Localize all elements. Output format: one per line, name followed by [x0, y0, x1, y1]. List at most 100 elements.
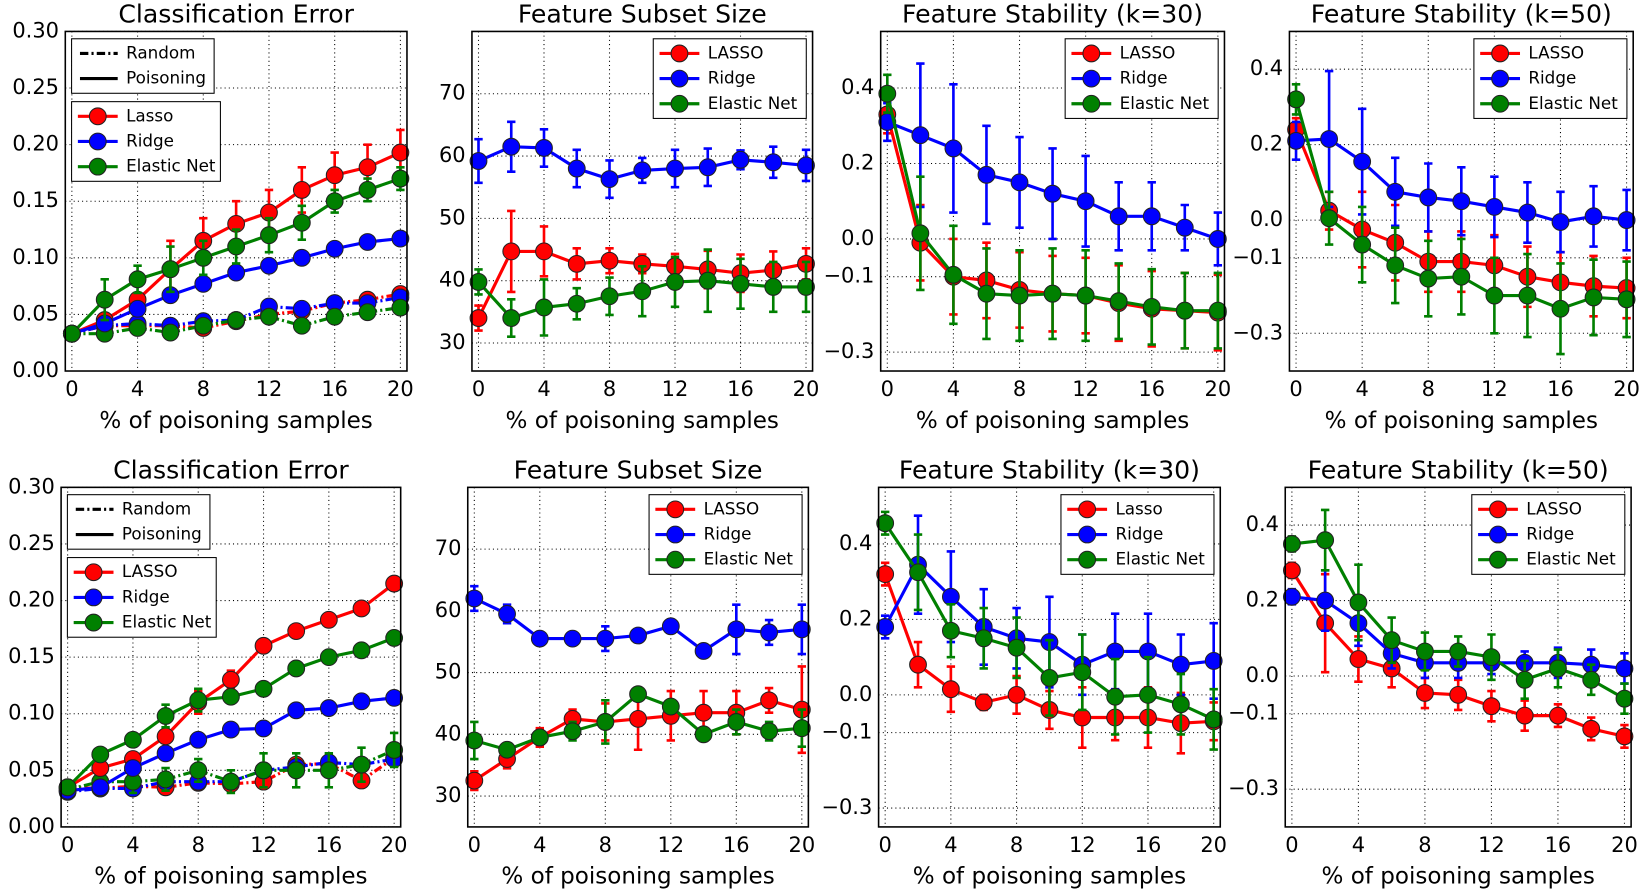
data-point [911, 126, 930, 145]
data-point [731, 274, 750, 293]
x-tick-label: 20 [788, 833, 815, 857]
x-tick-label: 20 [381, 833, 408, 857]
data-point [189, 730, 208, 749]
data-point [941, 680, 960, 699]
plot-frame [879, 30, 1226, 372]
y-tick-label: 0.4 [1246, 512, 1279, 536]
data-point [1139, 685, 1157, 704]
data-point [596, 629, 615, 648]
legend-label: Ridge [1120, 68, 1168, 88]
y-tick-label: 50 [439, 205, 466, 229]
x-tick-label: 4 [947, 377, 960, 401]
data-point [1617, 290, 1636, 309]
data-point [1106, 642, 1125, 661]
x-tick-label: 16 [1135, 833, 1162, 857]
data-point [1515, 670, 1534, 689]
data-point [227, 311, 246, 329]
data-point [661, 617, 680, 636]
x-axis-label: % of poisoning samples [1321, 864, 1594, 890]
data-point [974, 629, 993, 648]
legend-label: LASSO [1526, 498, 1582, 518]
data-point [391, 229, 410, 248]
data-point [1106, 687, 1125, 706]
y-tick-label: 0.2 [839, 606, 872, 630]
y-tick-label: 0.2 [1246, 588, 1279, 612]
legend-marker [670, 44, 689, 63]
data-point [1449, 685, 1468, 704]
data-point [319, 610, 338, 629]
data-point [498, 740, 516, 759]
x-tick-label: 16 [321, 377, 348, 401]
data-point [567, 254, 586, 273]
chart-title: Classification Error [118, 0, 354, 29]
y-tick-label: 70 [435, 536, 462, 560]
data-point [764, 153, 783, 172]
data-point [227, 237, 246, 256]
x-tick-label: 0 [1285, 833, 1298, 857]
data-point [1482, 648, 1501, 667]
data-point [1043, 184, 1062, 203]
data-point [292, 248, 311, 267]
y-tick-label: 60 [439, 143, 466, 167]
legend-label: LASSO [704, 498, 760, 518]
legend-label: Elastic Net [1115, 549, 1205, 569]
data-point [91, 745, 110, 764]
data-point [1615, 659, 1634, 678]
y-tick-label: 0.4 [1250, 56, 1283, 80]
y-tick-label: 50 [435, 660, 462, 684]
data-point [128, 319, 147, 337]
legend-label: Lasso [126, 105, 173, 125]
data-point [254, 636, 273, 655]
data-point [189, 691, 208, 710]
data-point [1617, 211, 1636, 230]
data-point [352, 641, 371, 660]
data-point [567, 294, 586, 313]
plot-frame [64, 30, 408, 372]
x-tick-label: 4 [533, 833, 546, 857]
legend-label: Random [126, 42, 195, 62]
data-point [1316, 591, 1335, 610]
data-point [941, 621, 960, 640]
x-tick-label: 16 [316, 833, 343, 857]
data-point [530, 728, 549, 747]
x-tick-label: 4 [131, 377, 144, 401]
x-tick-label: 12 [662, 377, 689, 401]
legend-label: Elastic Net [708, 93, 798, 113]
data-point [876, 565, 895, 584]
data-point [221, 687, 240, 706]
data-point [1584, 288, 1603, 307]
data-point [1043, 284, 1062, 303]
data-point [156, 770, 175, 789]
x-tick-label: 0 [881, 377, 894, 401]
y-tick-label: 0.25 [12, 75, 59, 99]
legend-marker [84, 613, 103, 632]
x-tick-label: 16 [1138, 377, 1165, 401]
x-axis-label: % of poisoning samples [1325, 408, 1598, 434]
data-point [1073, 708, 1092, 727]
data-point [319, 699, 338, 717]
y-tick-label: 0.4 [841, 75, 874, 99]
legend-label: Elastic Net [1528, 93, 1618, 113]
legend-label: LASSO [122, 561, 178, 581]
y-tick-label: 0.30 [8, 474, 55, 498]
x-tick-label: 8 [197, 377, 210, 401]
data-point [502, 242, 521, 261]
legend-marker [1082, 44, 1101, 63]
legend-marker [1082, 94, 1101, 113]
data-point [600, 287, 619, 306]
legend-label: Poisoning [122, 524, 202, 544]
legend-marker [1078, 500, 1097, 519]
data-point [352, 692, 371, 711]
data-point [469, 309, 488, 327]
x-tick-label: 0 [1289, 377, 1302, 401]
data-point [352, 599, 371, 618]
data-point [128, 299, 147, 318]
x-tick-label: 8 [603, 377, 616, 401]
legend-label: Ridge [1528, 68, 1576, 88]
data-point [629, 685, 647, 704]
legend-marker [1489, 500, 1507, 519]
data-point [1386, 182, 1405, 201]
data-point [1171, 695, 1190, 714]
data-point [194, 316, 213, 335]
data-point [254, 719, 273, 738]
